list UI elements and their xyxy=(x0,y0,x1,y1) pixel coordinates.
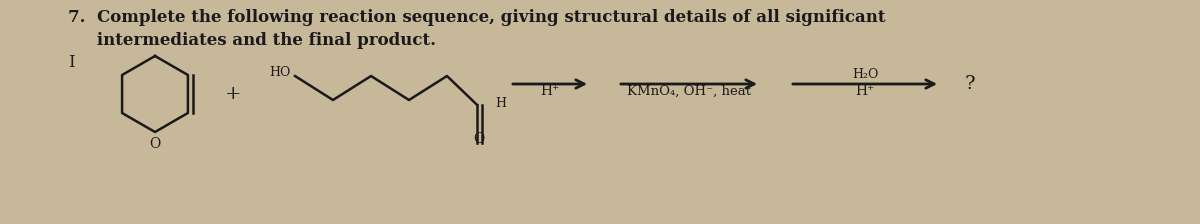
Text: ?: ? xyxy=(965,75,976,93)
Text: H⁺: H⁺ xyxy=(856,84,875,98)
Text: H: H xyxy=(496,97,506,110)
Text: 7.  Complete the following reaction sequence, giving structural details of all s: 7. Complete the following reaction seque… xyxy=(68,9,886,26)
Text: HO: HO xyxy=(270,65,292,78)
Text: KMnO₄, OH⁻, heat: KMnO₄, OH⁻, heat xyxy=(628,85,751,98)
Text: O: O xyxy=(473,132,485,146)
Text: I: I xyxy=(68,54,74,71)
Text: H⁺: H⁺ xyxy=(540,84,559,98)
Text: H₂O: H₂O xyxy=(852,68,878,81)
Text: intermediates and the final product.: intermediates and the final product. xyxy=(68,32,436,49)
Text: O: O xyxy=(149,137,161,151)
Text: +: + xyxy=(224,85,241,103)
